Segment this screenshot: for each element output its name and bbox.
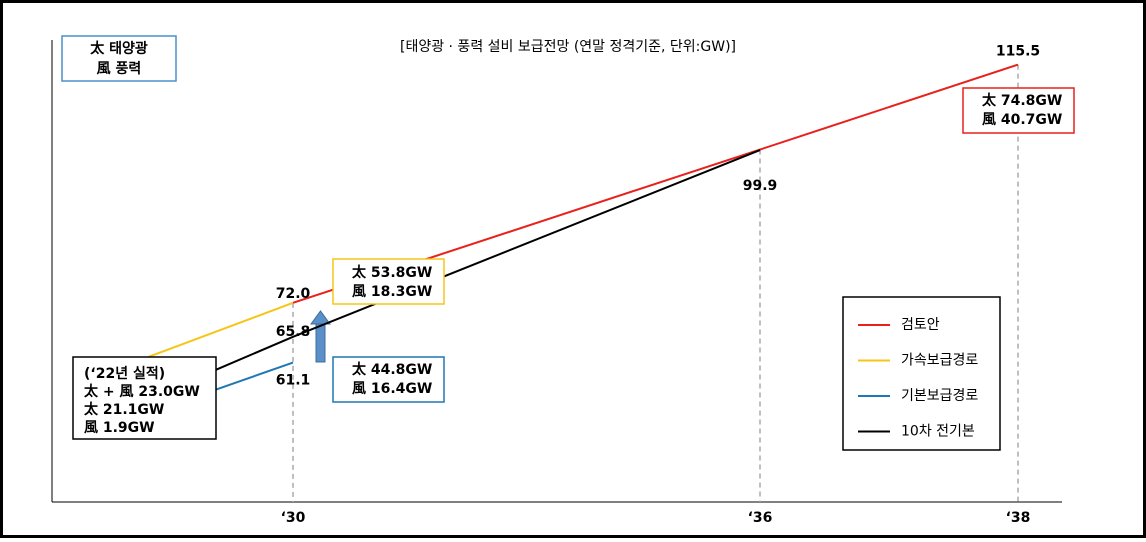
legend-label: 기본보급경로 bbox=[901, 388, 978, 404]
annotation-text: 太 태양광 bbox=[90, 40, 148, 57]
chart-title: [태양광 · 풍력 설비 보급전망 (연말 정격기준, 단위:GW)] bbox=[400, 39, 736, 55]
annotation-box bbox=[332, 258, 445, 305]
series-line bbox=[292, 63, 1019, 304]
value-label: 61.1 bbox=[276, 373, 311, 389]
series-line bbox=[214, 361, 294, 391]
annotation-text: 太 44.8GW bbox=[352, 361, 432, 378]
growth-arrow bbox=[310, 310, 331, 363]
annotation-text: 風 1.9GW bbox=[84, 420, 155, 436]
arrow-shaft bbox=[315, 323, 326, 363]
annotation-box bbox=[332, 356, 445, 403]
value-label: 65.8 bbox=[276, 324, 311, 340]
annotation-text: 風 16.4GW bbox=[352, 381, 432, 397]
annotation-box bbox=[72, 356, 217, 440]
legend-label: 가속보급경로 bbox=[901, 353, 978, 369]
value-label: 72.0 bbox=[276, 286, 311, 302]
series-line bbox=[214, 149, 761, 372]
annotation-text: 太 + 風 23.0GW bbox=[84, 383, 200, 400]
annotation-text: 太 21.1GW bbox=[84, 401, 164, 418]
annotation-box bbox=[962, 87, 1075, 134]
annotation-box bbox=[61, 35, 177, 82]
annotation-text: 風 풍력 bbox=[97, 61, 142, 77]
annotation-text: 風 18.3GW bbox=[352, 284, 432, 300]
annotation-text: 太 74.8GW bbox=[982, 92, 1062, 109]
arrow-head bbox=[310, 310, 331, 325]
legend-label: 10차 전기본 bbox=[901, 424, 975, 440]
value-label: 99.9 bbox=[743, 178, 778, 194]
x-tick-label: ‘38 bbox=[1006, 510, 1031, 526]
annotation-text: 風 40.7GW bbox=[982, 112, 1062, 128]
legend-box bbox=[842, 296, 1001, 451]
x-tick-label: ‘30 bbox=[281, 510, 306, 526]
legend-label: 검토안 bbox=[901, 317, 940, 333]
series-line bbox=[147, 301, 294, 359]
annotation-text: 太 53.8GW bbox=[352, 264, 432, 281]
x-tick-label: ‘36 bbox=[748, 510, 773, 526]
value-label: 115.5 bbox=[996, 44, 1040, 60]
annotation-text: (‘22년 실적) bbox=[84, 365, 165, 382]
